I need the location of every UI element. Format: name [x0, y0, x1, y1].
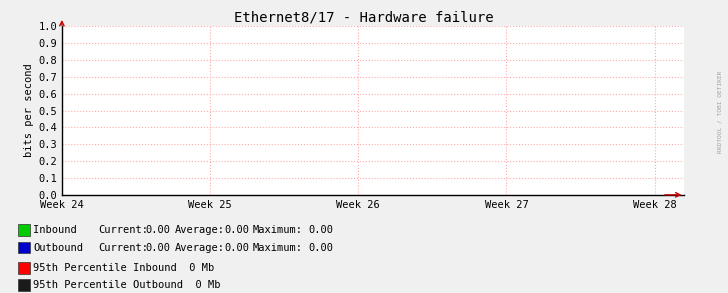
Text: 0.00: 0.00 [308, 225, 333, 235]
Y-axis label: bits per second: bits per second [24, 64, 34, 157]
Text: 0.00: 0.00 [146, 225, 170, 235]
Text: Current:: Current: [98, 243, 149, 253]
Text: 95th Percentile Outbound  0 Mb: 95th Percentile Outbound 0 Mb [33, 280, 221, 290]
Text: Maximum:: Maximum: [253, 225, 303, 235]
Text: Average:: Average: [175, 225, 225, 235]
Text: Current:: Current: [98, 225, 149, 235]
Text: 0.00: 0.00 [224, 243, 249, 253]
Text: RRDTOOL / TOBI OETIKER: RRDTOOL / TOBI OETIKER [718, 70, 723, 153]
Text: Maximum:: Maximum: [253, 243, 303, 253]
Text: 0.00: 0.00 [146, 243, 170, 253]
Text: 0.00: 0.00 [308, 243, 333, 253]
Text: Inbound: Inbound [33, 225, 84, 235]
Text: Average:: Average: [175, 243, 225, 253]
Text: Outbound: Outbound [33, 243, 84, 253]
Text: 95th Percentile Inbound  0 Mb: 95th Percentile Inbound 0 Mb [33, 263, 215, 273]
Text: 0.00: 0.00 [224, 225, 249, 235]
Text: Ethernet8/17 - Hardware failure: Ethernet8/17 - Hardware failure [234, 10, 494, 24]
